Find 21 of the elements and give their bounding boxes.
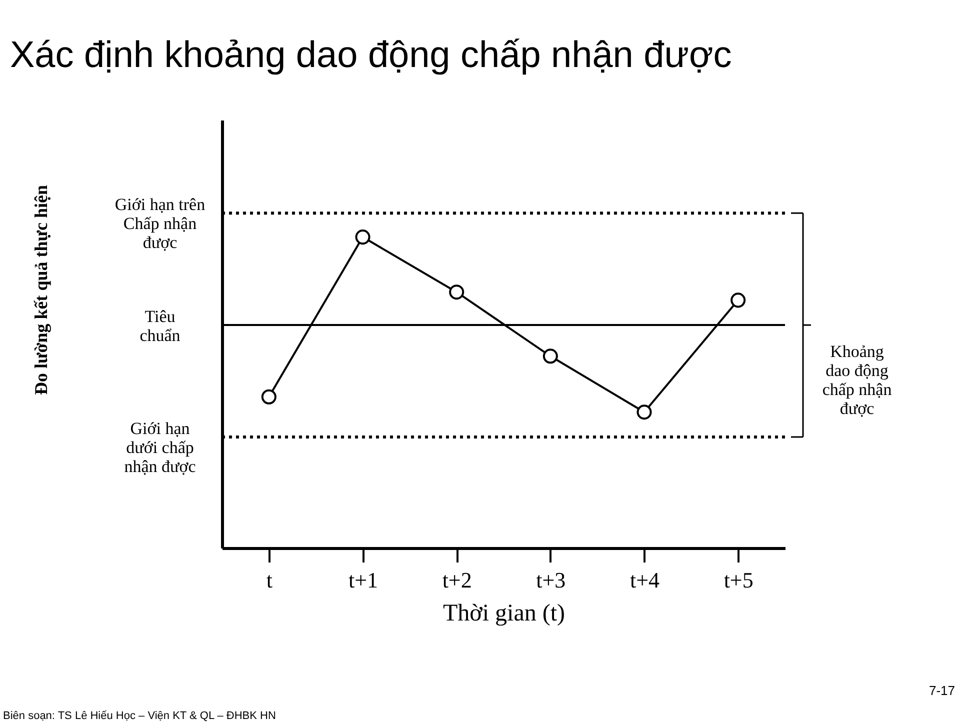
text: Biên soạn: TS Lê Hiếu Học – Viện KT & QL – ĐHBK HN <box>3 710 276 722</box>
text: Đo lường kết quả thực hiện <box>31 184 51 396</box>
x-tick-label: t+3 <box>536 568 566 592</box>
x-tick-label: t+1 <box>348 568 378 592</box>
x-tick-label: t+4 <box>630 568 660 592</box>
text: 7-17 <box>928 683 955 698</box>
ref-line-label: Tiêu chuẩn <box>140 307 181 346</box>
ref-line-label: Giới hạn dưới chấp nhận được <box>124 418 196 476</box>
ref-line-label: Giới hạn trên Chấp nhận được <box>114 195 206 252</box>
point <box>261 389 276 404</box>
chart-title: Xác định khoảng dao động chấp nhận được <box>10 34 732 75</box>
point <box>636 404 652 420</box>
x-tick-label: t+5 <box>724 568 754 592</box>
x-tick-label: t <box>266 568 272 592</box>
text: Khoảng dao động chấp nhận được <box>822 342 892 418</box>
point <box>542 348 558 364</box>
point <box>449 284 464 300</box>
point <box>730 292 746 308</box>
x-axis-title: Thời gian (t) <box>443 600 565 626</box>
point <box>355 230 370 245</box>
x-tick-label: t+2 <box>442 568 472 592</box>
